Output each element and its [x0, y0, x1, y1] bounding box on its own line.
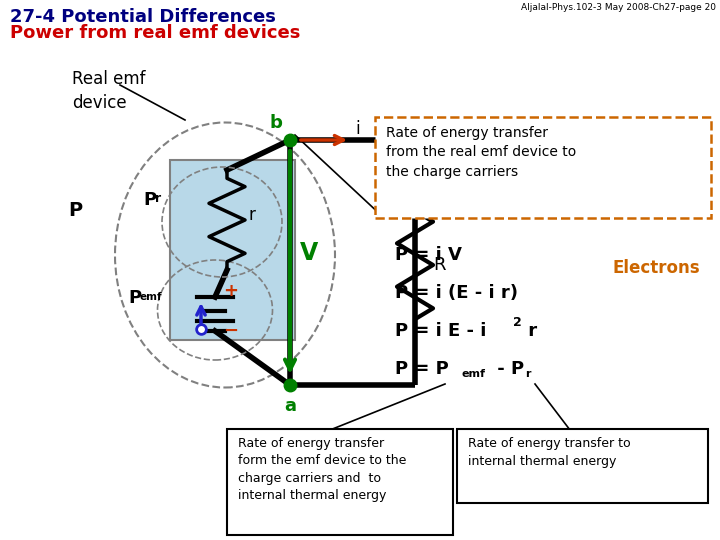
Text: Real emf
device: Real emf device [72, 70, 145, 112]
Text: +: + [223, 282, 238, 300]
Text: Rate of energy transfer to
internal thermal energy: Rate of energy transfer to internal ther… [468, 437, 631, 468]
Text: a: a [284, 397, 296, 415]
FancyBboxPatch shape [457, 429, 708, 503]
Text: P = i E - i: P = i E - i [395, 322, 487, 340]
Text: emf: emf [140, 292, 163, 302]
FancyBboxPatch shape [375, 117, 711, 218]
Text: Electrons: Electrons [613, 259, 700, 277]
Text: Rate of energy transfer
from the real emf device to
the charge carriers: Rate of energy transfer from the real em… [386, 126, 576, 179]
Text: −: − [223, 322, 238, 340]
Text: R: R [433, 256, 446, 274]
Text: r: r [525, 369, 531, 379]
Text: r: r [155, 192, 161, 205]
Text: i: i [355, 120, 359, 138]
Text: P = i V: P = i V [395, 246, 462, 264]
Text: P: P [143, 191, 156, 209]
Text: P = i (E - i r): P = i (E - i r) [395, 284, 518, 302]
Text: P: P [128, 289, 141, 307]
Bar [170, 160, 295, 340]
Text: P = P: P = P [395, 360, 449, 378]
Text: r: r [249, 206, 256, 224]
Text: Rate of energy transfer
form the emf device to the
charge carriers and  to
inter: Rate of energy transfer form the emf dev… [238, 437, 406, 503]
Text: Aljalal-Phys.102-3 May 2008-Ch27-page 20: Aljalal-Phys.102-3 May 2008-Ch27-page 20 [521, 3, 716, 12]
Text: Power from real emf devices: Power from real emf devices [10, 24, 300, 42]
Text: V: V [300, 240, 318, 265]
Text: P: P [68, 200, 82, 219]
Text: 2: 2 [513, 315, 522, 328]
Text: b: b [269, 114, 282, 132]
Text: - P: - P [491, 360, 524, 378]
Text: r: r [522, 322, 537, 340]
Text: 27-4 Potential Differences: 27-4 Potential Differences [10, 8, 276, 26]
FancyBboxPatch shape [227, 429, 453, 535]
Text: emf: emf [461, 369, 485, 379]
